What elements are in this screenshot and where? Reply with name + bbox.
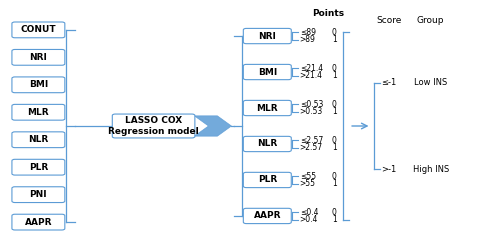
Text: NLR: NLR	[257, 140, 278, 148]
Text: >2.57: >2.57	[300, 143, 323, 152]
FancyBboxPatch shape	[12, 77, 65, 93]
Text: >21.4: >21.4	[300, 72, 322, 80]
Text: AAPR: AAPR	[254, 211, 281, 220]
Text: 1: 1	[332, 179, 336, 188]
Text: ≤-1: ≤-1	[381, 78, 396, 87]
Text: 0: 0	[332, 172, 336, 180]
Text: ≤89: ≤89	[300, 28, 316, 37]
FancyBboxPatch shape	[244, 136, 292, 152]
FancyBboxPatch shape	[12, 22, 65, 38]
FancyBboxPatch shape	[244, 100, 292, 116]
Text: ≤0.4: ≤0.4	[300, 207, 318, 216]
Text: PLR: PLR	[29, 163, 48, 172]
Text: 0: 0	[332, 100, 336, 109]
Text: ≤21.4: ≤21.4	[300, 64, 323, 73]
Text: 1: 1	[332, 36, 336, 45]
Text: Low INS: Low INS	[414, 78, 448, 87]
Text: Group: Group	[417, 16, 444, 24]
Text: NRI: NRI	[30, 53, 48, 62]
Text: 1: 1	[332, 72, 336, 80]
Text: 1: 1	[332, 215, 336, 224]
Text: 0: 0	[332, 64, 336, 73]
FancyBboxPatch shape	[12, 49, 65, 65]
Text: BMI: BMI	[258, 68, 277, 77]
Text: 1: 1	[332, 143, 336, 152]
FancyBboxPatch shape	[244, 208, 292, 224]
FancyBboxPatch shape	[244, 172, 292, 187]
FancyBboxPatch shape	[244, 28, 292, 44]
Text: NRI: NRI	[258, 32, 276, 41]
Text: 1: 1	[332, 107, 336, 116]
Text: ≤2.57: ≤2.57	[300, 136, 323, 145]
FancyBboxPatch shape	[12, 187, 65, 203]
Text: MLR: MLR	[256, 104, 278, 112]
Text: CONUT: CONUT	[20, 25, 56, 34]
FancyBboxPatch shape	[12, 159, 65, 175]
Text: 0: 0	[332, 136, 336, 145]
Text: NLR: NLR	[28, 135, 48, 144]
Text: >0.53: >0.53	[300, 107, 323, 116]
Text: >-1: >-1	[381, 165, 396, 174]
FancyBboxPatch shape	[112, 114, 195, 138]
Text: PLR: PLR	[258, 175, 277, 184]
FancyBboxPatch shape	[12, 104, 65, 120]
Text: AAPR: AAPR	[24, 218, 52, 227]
FancyBboxPatch shape	[244, 65, 292, 80]
Text: 0: 0	[332, 28, 336, 37]
Text: MLR: MLR	[28, 108, 49, 117]
Text: >55: >55	[300, 179, 316, 188]
Text: ≤55: ≤55	[300, 172, 316, 180]
FancyBboxPatch shape	[12, 214, 65, 230]
Text: Score: Score	[376, 16, 402, 24]
Text: LASSO COX
Regression model: LASSO COX Regression model	[108, 116, 199, 136]
Text: BMI: BMI	[29, 80, 48, 89]
Polygon shape	[194, 116, 232, 136]
Text: >0.4: >0.4	[300, 215, 318, 224]
Text: PNI: PNI	[30, 190, 47, 199]
Text: 0: 0	[332, 207, 336, 216]
Text: Points: Points	[312, 9, 344, 18]
Text: ≤0.53: ≤0.53	[300, 100, 323, 109]
FancyBboxPatch shape	[12, 132, 65, 148]
Text: High INS: High INS	[412, 165, 449, 174]
Text: >89: >89	[300, 36, 316, 45]
